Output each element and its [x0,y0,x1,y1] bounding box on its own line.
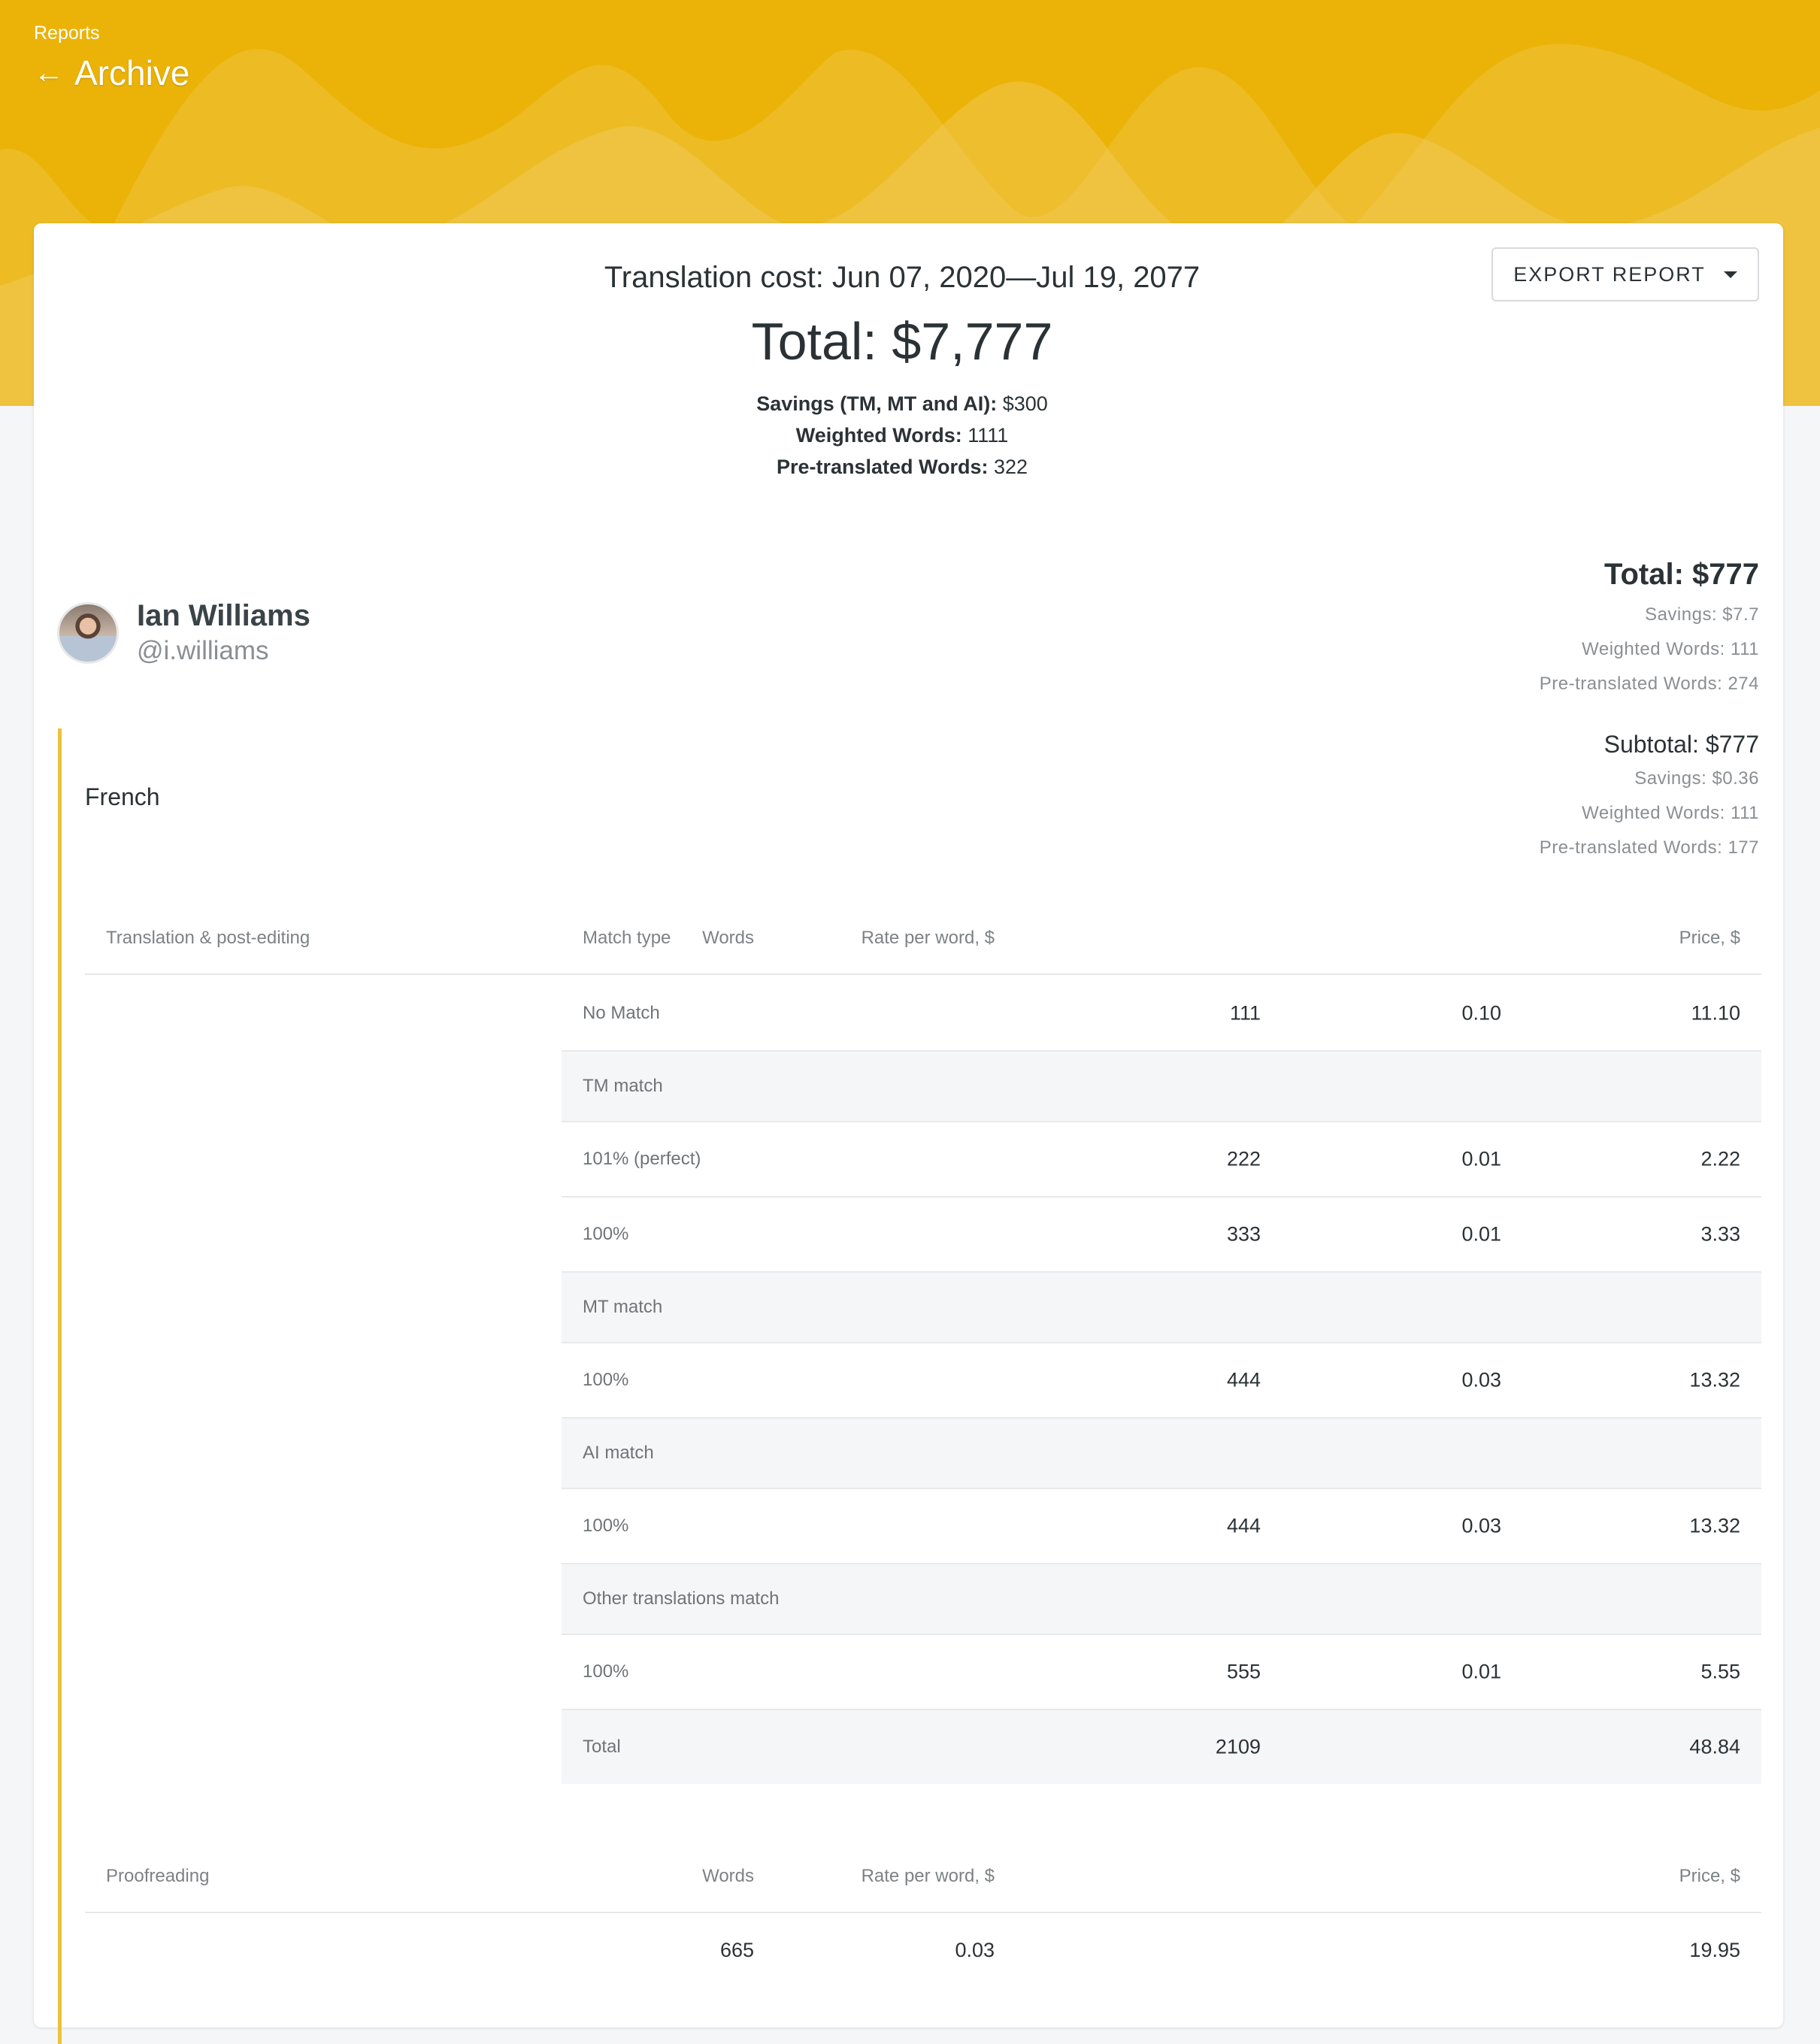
language-name: French [85,783,160,810]
rate-cell: 0.01 [1461,1222,1501,1246]
user-pretranslated: Pre-translated Words: 274 [1539,674,1759,694]
table-row: 665 0.03 19.95 [85,1913,1761,1988]
match-type-cell: No Match [583,1003,660,1023]
language-accent-bar [58,728,62,2044]
translation-table: Translation & post-editing Match type Wo… [85,903,1761,1784]
header-rate: Rate per word, $ [861,928,995,948]
words-cell: 444 [1226,1368,1261,1391]
table-row: 101% (perfect) 222 0.01 2.22 [562,1122,1761,1198]
total-row: Total 2109 48.84 [562,1710,1761,1784]
words-cell: 2109 [1215,1735,1261,1758]
report-total: Total: $7,777 [751,312,1053,371]
header-service: Translation & post-editing [106,928,310,948]
user-info: Ian Williams @i.williams [57,599,310,666]
report-title: Translation cost: Jun 07, 2020—Jul 19, 2… [604,261,1201,294]
language-subtotal: Subtotal: $777 [1603,731,1759,758]
match-type-cell: TM match [583,1076,663,1096]
rate-cell: 0.01 [1461,1660,1501,1683]
proofreading-table: Proofreading Words Rate per word, $ Pric… [85,1841,1761,1988]
table-row: 100% 333 0.01 3.33 [562,1198,1761,1273]
user-handle: @i.williams [137,636,269,665]
table-header: Proofreading Words Rate per word, $ Pric… [85,1841,1761,1913]
price-cell: 19.95 [1689,1939,1740,1961]
user-name: Ian Williams [137,599,310,632]
header-rate: Rate per word, $ [861,1866,995,1886]
price-cell: 48.84 [1689,1735,1740,1758]
match-type-cell: Other translations match [583,1588,780,1609]
table-row: 100% 555 0.01 5.55 [562,1635,1761,1710]
match-type-cell: 100% [583,1370,629,1390]
words-cell: 665 [719,1939,754,1961]
rate-cell: 0.10 [1461,1001,1501,1025]
words-cell: 333 [1226,1222,1261,1246]
user-total: Total: $777 [1604,558,1759,591]
rate-cell: 0.01 [1461,1147,1501,1170]
price-cell: 13.32 [1689,1368,1740,1391]
header-service: Proofreading [106,1866,210,1886]
match-type-cell: 101% (perfect) [583,1149,701,1169]
avatar [57,601,119,664]
user-totals: Total: $777 Savings: $7.7 Weighted Words… [1540,558,1759,701]
table-row: No Match 111 0.10 11.10 [562,977,1761,1052]
rate-cell: 0.03 [955,1939,995,1961]
title-text: Archive [74,53,190,92]
table-row: 100% 444 0.03 13.32 [562,1489,1761,1564]
language-weighted: Weighted Words: 111 [1582,803,1759,823]
savings-value: $300 [997,392,1048,415]
group-row: Other translations match [562,1564,1761,1635]
header-words: Words [702,1866,754,1886]
price-cell: 11.10 [1691,1001,1740,1025]
match-type-cell: MT match [583,1297,663,1317]
match-type-cell: 100% [583,1661,629,1682]
words-cell: 555 [1226,1660,1261,1683]
price-cell: 5.55 [1700,1660,1740,1683]
group-row: TM match [562,1052,1761,1122]
words-cell: 222 [1226,1147,1261,1170]
words-cell: 111 [1229,1001,1261,1025]
rate-cell: 0.03 [1461,1368,1501,1391]
group-row: MT match [562,1273,1761,1343]
breadcrumb-reports[interactable]: Reports [34,23,100,44]
rate-cell: 0.03 [1461,1514,1501,1537]
report-card: Translation cost: Jun 07, 2020—Jul 19, 2… [34,223,1783,2044]
header-match-type: Match type [583,928,671,948]
header-price: Price, $ [1679,928,1740,948]
match-type-cell: Total [583,1737,621,1757]
match-type-cell: AI match [583,1443,654,1463]
table-header: Translation & post-editing Match type Wo… [85,903,1761,975]
language-pretranslated: Pre-translated Words: 177 [1539,837,1759,858]
match-type-cell: 100% [583,1516,629,1536]
table-row: 100% 444 0.03 13.32 [562,1343,1761,1419]
group-row: AI match [562,1419,1761,1489]
price-cell: 2.22 [1700,1147,1740,1170]
savings-label: Savings (TM, MT and AI): [756,392,998,415]
export-report-button[interactable]: EXPORT REPORT [1491,247,1759,301]
weighted-label: Weighted Words: [795,424,962,447]
report-summary: Savings (TM, MT and AI): $300 Weighted W… [34,388,1770,483]
header-words: Words [702,928,754,948]
price-cell: 13.32 [1689,1514,1740,1537]
price-cell: 3.33 [1700,1222,1740,1246]
language-totals: Subtotal: $777 Savings: $0.36 Weighted W… [1540,731,1759,865]
page-title[interactable]: ← Archive [34,53,189,93]
user-weighted: Weighted Words: 111 [1582,639,1759,659]
match-type-cell: 100% [583,1224,629,1244]
header-price: Price, $ [1679,1866,1740,1886]
weighted-value: 1111 [961,424,1009,447]
pretranslated-value: 322 [988,456,1028,478]
arrow-left-icon[interactable]: ← [34,56,64,89]
user-savings: Savings: $7.7 [1645,604,1759,625]
words-cell: 444 [1226,1514,1261,1537]
pretranslated-label: Pre-translated Words: [776,456,989,478]
export-label: EXPORT REPORT [1513,262,1706,286]
language-savings: Savings: $0.36 [1634,768,1759,789]
caret-down-icon [1723,271,1737,278]
